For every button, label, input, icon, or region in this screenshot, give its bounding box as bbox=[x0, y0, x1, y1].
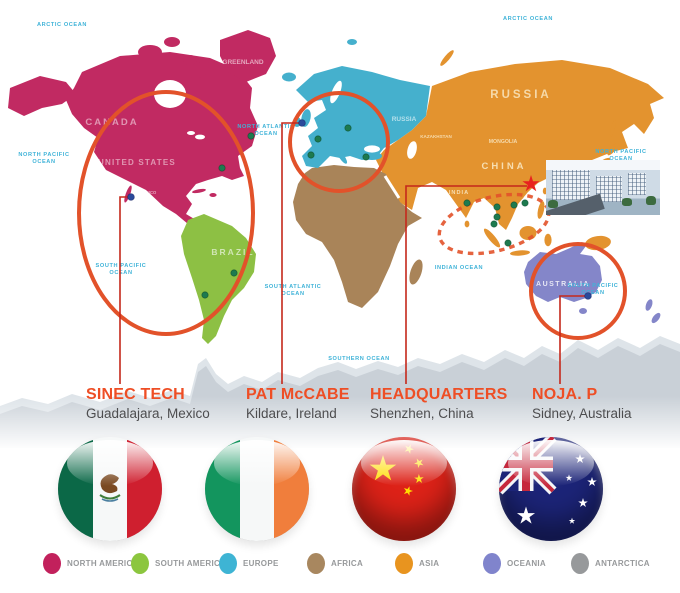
leader-line-mexico bbox=[119, 196, 131, 384]
location-title: NOJA. P bbox=[532, 386, 598, 403]
location-label-sinec-tech: SINEC TECH Guadalajara, Mexico bbox=[86, 386, 236, 421]
headquarters-building-photo bbox=[546, 160, 660, 215]
legend-dot bbox=[131, 553, 149, 574]
legend-dot bbox=[43, 553, 61, 574]
china-flag-icon[interactable] bbox=[352, 437, 456, 541]
australia-highlight-circle bbox=[529, 242, 627, 340]
landscape-silhouette bbox=[0, 336, 680, 450]
china-flag-stars bbox=[369, 444, 424, 496]
office-location-dots bbox=[127, 119, 592, 300]
americas-highlight-circle bbox=[77, 90, 255, 336]
legend-label: AFRICA bbox=[331, 559, 364, 568]
legend-dot bbox=[483, 553, 501, 574]
legend-item-north-america: NORTH AMERICA bbox=[43, 553, 139, 574]
legend-label: OCEANIA bbox=[507, 559, 546, 568]
legend-dot bbox=[571, 553, 589, 574]
svg-text:ARCTIC OCEAN: ARCTIC OCEAN bbox=[503, 16, 553, 22]
svg-text:ARCTIC OCEAN: ARCTIC OCEAN bbox=[37, 22, 87, 28]
continent-south-america bbox=[181, 214, 256, 344]
branch-location-dots bbox=[201, 124, 529, 299]
legend-label: ANTARCTICA bbox=[595, 559, 650, 568]
legend-item-south-america: SOUTH AMERICA bbox=[131, 553, 226, 574]
svg-text:GREENLAND: GREENLAND bbox=[222, 59, 263, 66]
leader-line-australia bbox=[559, 295, 588, 384]
svg-text:MEXICO: MEXICO bbox=[140, 190, 157, 195]
country-labels: GREENLAND CANADA UNITED STATES MEXICO BR… bbox=[85, 59, 590, 288]
headquarters-star-icon bbox=[522, 175, 540, 192]
legend-item-antarctica: ANTARCTICA bbox=[571, 553, 650, 574]
ireland-flag-orange-band bbox=[274, 437, 309, 541]
svg-text:RUSSIA: RUSSIA bbox=[392, 116, 417, 123]
location-title: HEADQUARTERS bbox=[370, 386, 508, 403]
svg-text:KAZAKHSTAN: KAZAKHSTAN bbox=[420, 134, 452, 139]
svg-text:CANADA: CANADA bbox=[85, 117, 138, 128]
location-city: Sidney, Australia bbox=[532, 406, 632, 421]
leader-line-headquarters bbox=[405, 185, 527, 384]
location-title: PAT McCABE bbox=[246, 386, 350, 403]
svg-text:MONGOLIA: MONGOLIA bbox=[489, 139, 518, 145]
svg-text:INDIAN OCEAN: INDIAN OCEAN bbox=[435, 265, 483, 271]
legend-item-africa: AFRICA bbox=[307, 553, 363, 574]
greenland bbox=[220, 30, 276, 82]
continent-africa bbox=[293, 165, 423, 308]
legend-label: ASIA bbox=[419, 559, 440, 568]
location-label-noja-p: NOJA. P Sidney, Australia bbox=[532, 386, 680, 421]
svg-text:AUSTRALIA: AUSTRALIA bbox=[536, 281, 590, 288]
location-label-pat-mccabe: PAT McCABE Kildare, Ireland bbox=[246, 386, 396, 421]
legend-item-asia: ASIA bbox=[395, 553, 439, 574]
location-title: SINEC TECH bbox=[86, 386, 185, 403]
svg-text:SOUTHERN OCEAN: SOUTHERN OCEAN bbox=[328, 356, 390, 362]
location-city: Guadalajara, Mexico bbox=[86, 406, 210, 421]
location-label-headquarters: HEADQUARTERS Shenzhen, China bbox=[370, 386, 520, 421]
mexico-flag-icon[interactable] bbox=[58, 437, 162, 541]
europe-highlight-circle bbox=[288, 91, 390, 193]
legend-dot bbox=[395, 553, 413, 574]
australia-flag-detail bbox=[499, 437, 597, 524]
svg-text:UNITED STATES: UNITED STATES bbox=[98, 158, 176, 167]
ireland-flag-white-band bbox=[240, 437, 274, 541]
svg-text:INDIA: INDIA bbox=[449, 190, 469, 196]
sydney-dot bbox=[584, 292, 592, 300]
legend-dot bbox=[307, 553, 325, 574]
legend-label: EUROPE bbox=[243, 559, 279, 568]
svg-text:CHINA: CHINA bbox=[481, 161, 526, 172]
legend-item-oceania: OCEANIA bbox=[483, 553, 546, 574]
legend-item-europe: EUROPE bbox=[219, 553, 279, 574]
svg-text:RUSSIA: RUSSIA bbox=[490, 89, 551, 101]
ireland-flag-icon[interactable] bbox=[205, 437, 309, 541]
guadalajara-dot bbox=[127, 193, 135, 201]
world-map: GREENLAND CANADA UNITED STATES MEXICO BR… bbox=[0, 16, 680, 450]
mexico-eagle-emblem bbox=[99, 474, 121, 502]
australia-flag-icon[interactable] bbox=[499, 437, 603, 541]
legend-label: NORTH AMERICA bbox=[67, 559, 139, 568]
ireland-flag-green-band bbox=[205, 437, 240, 541]
ocean-labels: ARCTIC OCEAN ARCTIC OCEAN NORTH PACIFIC O… bbox=[18, 16, 646, 362]
continent-north-america bbox=[8, 37, 258, 231]
legend-label: SOUTH AMERICA bbox=[155, 559, 227, 568]
kildare-dot bbox=[298, 119, 306, 127]
location-city: Kildare, Ireland bbox=[246, 406, 337, 421]
legend-dot bbox=[219, 553, 237, 574]
location-city: Shenzhen, China bbox=[370, 406, 474, 421]
leader-line-ireland bbox=[281, 122, 302, 384]
svg-text:BRAZIL: BRAZIL bbox=[211, 247, 254, 257]
